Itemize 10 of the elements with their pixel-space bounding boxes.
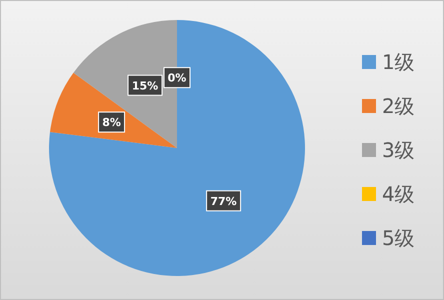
pie-slice	[49, 20, 305, 276]
legend-label: 3级	[382, 138, 415, 162]
legend-label: 2级	[382, 94, 415, 118]
legend-label: 1级	[382, 50, 415, 74]
data-label: 77%	[210, 194, 237, 208]
text: 0%	[168, 72, 186, 85]
data-label: 15%	[132, 79, 158, 92]
legend-label: 4级	[382, 182, 415, 206]
data-label: 8%	[102, 116, 121, 130]
legend-label: 5级	[382, 226, 415, 250]
